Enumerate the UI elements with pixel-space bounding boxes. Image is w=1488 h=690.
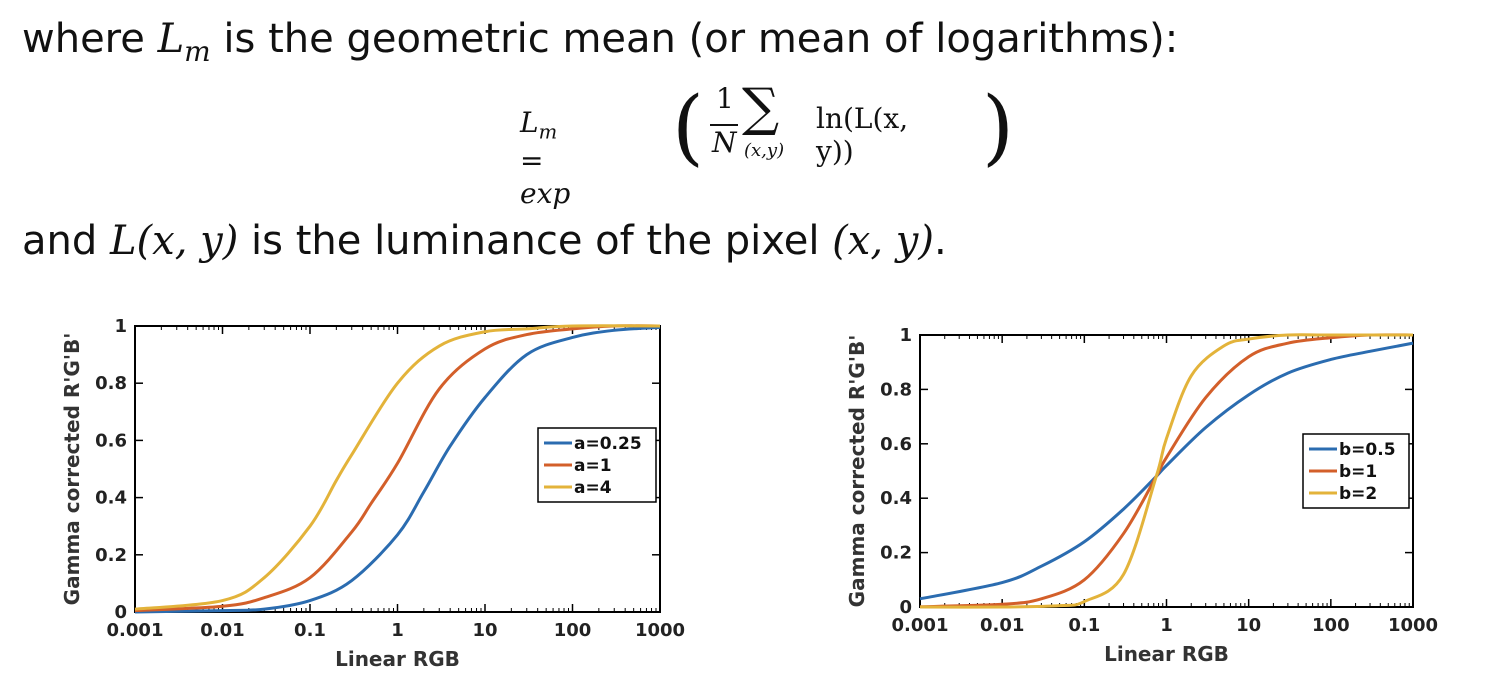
intro-line: where Lm is the geometric mean (or mean … — [22, 16, 1178, 68]
legend-label: b=0.5 — [1339, 440, 1396, 460]
y-tick-label: 0.2 — [880, 543, 912, 564]
eq-left-paren: ( — [672, 80, 704, 175]
lum-math-2: (x, y) — [832, 218, 934, 264]
legend-label: a=1 — [574, 456, 612, 476]
eq-sum-subscript: (x,y) — [744, 140, 785, 161]
lum-text-after: . — [933, 218, 947, 264]
x-tick-label: 1000 — [1388, 615, 1438, 636]
x-tick-label: 10 — [1236, 615, 1261, 636]
x-axis-label: Linear RGB — [335, 647, 460, 671]
legend-label: b=2 — [1339, 484, 1377, 504]
legend-label: a=0.25 — [574, 434, 642, 454]
series-line-b=1 — [919, 333, 1414, 609]
series-line-a=0.25 — [134, 325, 661, 614]
y-tick-label: 0 — [114, 602, 127, 623]
lum-text-mid: is the luminance of the pixel — [238, 218, 833, 264]
eq-right-paren: ) — [982, 80, 1014, 175]
eq-sum-symbol: ∑ — [742, 78, 780, 138]
x-tick-label: 0.1 — [1068, 615, 1100, 636]
eq-frac-den: N — [712, 126, 737, 159]
legend-label: b=1 — [1339, 462, 1377, 482]
series-line-b=2 — [919, 333, 1413, 609]
legend-label: a=4 — [574, 478, 612, 498]
x-tick-label: 100 — [554, 620, 592, 641]
x-axis-label: Linear RGB — [1104, 642, 1229, 666]
x-tick-label: 0.001 — [892, 615, 949, 636]
y-tick-label: 0 — [899, 597, 912, 618]
eq-lhs: Lm = exp — [520, 106, 571, 210]
eq-term: ln(L(x, y)) — [816, 102, 909, 168]
y-axis-label: Gamma corrected R'G'B' — [60, 333, 84, 606]
intro-text-after: is the geometric mean (or mean of logari… — [210, 16, 1179, 62]
y-tick-label: 0.4 — [880, 488, 912, 509]
lum-text-before: and — [22, 218, 110, 264]
x-tick-label: 0.01 — [200, 620, 244, 641]
series-line-a=1 — [134, 324, 661, 613]
y-axis-label: Gamma corrected R'G'B' — [845, 335, 869, 608]
series-line-a=4 — [134, 324, 661, 611]
x-tick-label: 100 — [1312, 615, 1350, 636]
series-line-b=0.5 — [919, 341, 1414, 601]
x-tick-label: 0.01 — [980, 615, 1024, 636]
y-tick-label: 0.6 — [880, 434, 912, 455]
x-tick-label: 1 — [391, 620, 404, 641]
chart-b-curves: 0 0.2 0.4 0.6 0.8 1 0.001 0.01 0.1 1 10 100 1000 b=0.… — [845, 325, 1438, 666]
x-tick-label: 0.001 — [107, 620, 164, 641]
y-tick-label: 1 — [899, 325, 912, 346]
x-tick-label: 1 — [1160, 615, 1173, 636]
x-tick-label: 0.1 — [294, 620, 326, 641]
y-tick-label: 0.6 — [95, 430, 127, 451]
lum-math-1: L(x, y) — [109, 218, 239, 264]
eq-frac-bar — [710, 124, 738, 126]
intro-math-lm: Lm — [157, 16, 211, 68]
y-tick-label: 0.8 — [880, 379, 912, 400]
x-tick-label: 10 — [472, 620, 497, 641]
luminance-line: and L(x, y) is the luminance of the pixe… — [22, 218, 947, 264]
eq-frac-num: 1 — [716, 82, 734, 115]
y-tick-label: 0.2 — [95, 545, 127, 566]
chart-a-curves: 0 0.2 0.4 0.6 0.8 1 0.001 0.01 0.1 1 10 100 1000 a=0.… — [60, 316, 685, 671]
y-tick-label: 1 — [114, 316, 127, 337]
y-tick-label: 0.8 — [95, 373, 127, 394]
intro-text-before: where — [22, 16, 158, 62]
x-tick-label: 1000 — [635, 620, 685, 641]
y-tick-label: 0.4 — [95, 488, 127, 509]
